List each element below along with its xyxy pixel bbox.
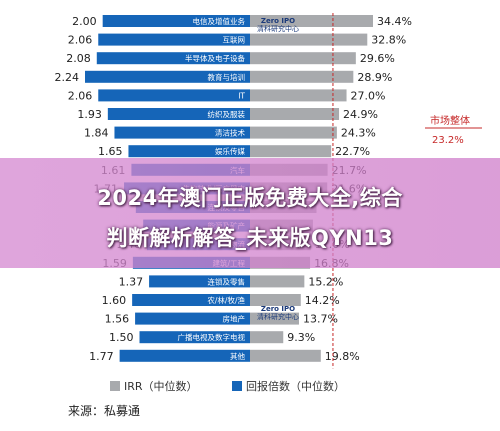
overlay-headline-2: 判断解析解答_未来版QYN13 [106,226,394,250]
multiple-value-label-16: 1.56 [105,313,130,326]
category-label-4: IT [238,91,245,100]
multiple-bar-14 [149,275,250,288]
multiple-bar-0 [102,15,250,27]
multiple-bar-6 [114,126,250,139]
irr-value-label-17: 9.3% [287,331,315,344]
multiple-value-label-15: 1.60 [102,294,127,307]
multiple-value-label-17: 1.50 [109,331,134,344]
irr-bar-0 [250,15,373,27]
multiple-bar-7 [128,145,250,158]
legend-swatch-multiple [232,381,242,391]
overlay-headline-1: 2024年澳门正版免费大全,综合 [97,186,403,210]
irr-value-label-0: 34.4% [377,15,412,28]
irr-value-label-7: 22.7% [335,145,370,158]
category-label-6: 清洁技术 [215,128,245,138]
category-label-14: 连锁及零售 [208,276,246,286]
multiple-value-label-4: 2.06 [68,89,93,102]
irr-value-label-14: 15.2% [308,275,343,288]
category-label-15: 农/林/牧/渔 [207,295,245,305]
irr-bar-6 [250,126,337,139]
category-label-18: 其他 [230,351,245,361]
irr-value-label-15: 14.2% [305,294,340,307]
category-label-5: 纺织及服装 [208,109,246,119]
zero-ipo-logo-2: Zero IPO 清科研究中心 [257,305,299,321]
multiple-bar-18 [119,349,250,362]
multiple-bar-17 [139,331,250,344]
irr-bar-5 [250,108,340,120]
legend-label-multiple: 回报倍数（中位数） [246,380,345,393]
irr-value-label-5: 24.9% [343,108,378,121]
watermark-overlay-band [0,158,500,268]
category-label-16: 房地产 [223,314,246,324]
irr-value-label-2: 29.6% [360,52,395,65]
legend-swatch-irr [110,381,120,391]
irr-bar-17 [250,331,284,344]
irr-bar-4 [250,89,347,102]
irr-bar-18 [250,349,321,362]
multiple-value-label-3: 2.24 [55,71,80,84]
irr-bar-16 [250,312,299,325]
irr-bar-1 [250,33,368,46]
category-label-2: 半导体及电子设备 [185,53,245,63]
chart-legend: IRR（中位数） 回报倍数（中位数） [0,376,500,396]
category-label-0: 电信及增值业务 [193,16,246,26]
legend-label-irr: IRR（中位数） [124,380,198,393]
multiple-value-label-14: 1.37 [119,275,144,288]
source-note: 来源：私募通 [68,404,141,418]
multiple-value-label-0: 2.00 [72,15,97,28]
multiple-bar-15 [132,294,250,306]
irr-value-label-16: 13.7% [303,313,338,326]
category-label-3: 教育与培训 [208,72,246,82]
multiple-value-label-6: 1.84 [84,127,109,140]
category-label-7: 娱乐传媒 [215,146,245,156]
irr-value-label-1: 32.8% [371,34,406,47]
irr-value-label-6: 24.3% [341,127,376,140]
irr-bar-7 [250,145,332,158]
irr-bar-15 [250,294,301,306]
irr-value-label-3: 28.9% [357,71,392,84]
multiple-value-label-1: 2.06 [68,34,93,47]
multiple-bar-3 [85,70,250,83]
category-label-17: 广播电视及数字电视 [178,332,246,342]
irr-bar-3 [250,70,354,83]
market-reference-value: 23.2% [432,135,464,146]
multiple-bar-4 [98,89,250,102]
multiple-bar-16 [135,312,250,325]
multiple-bar-1 [98,33,250,46]
irr-value-label-18: 19.8% [325,350,360,363]
irr-value-label-4: 27.0% [351,89,386,102]
multiple-bar-5 [107,108,250,120]
multiple-value-label-5: 1.93 [77,108,102,121]
zero-ipo-logo: Zero IPO 清科研究中心 [257,17,299,33]
category-label-1: 互联网 [223,36,246,45]
multiple-value-label-7: 1.65 [98,145,123,158]
multiple-bar-2 [96,52,251,65]
market-reference-label: 市场整体 [430,114,470,127]
irr-bar-14 [250,275,305,288]
multiple-value-label-18: 1.77 [89,350,114,363]
irr-bar-2 [250,52,356,65]
multiple-value-label-2: 2.08 [66,52,91,65]
